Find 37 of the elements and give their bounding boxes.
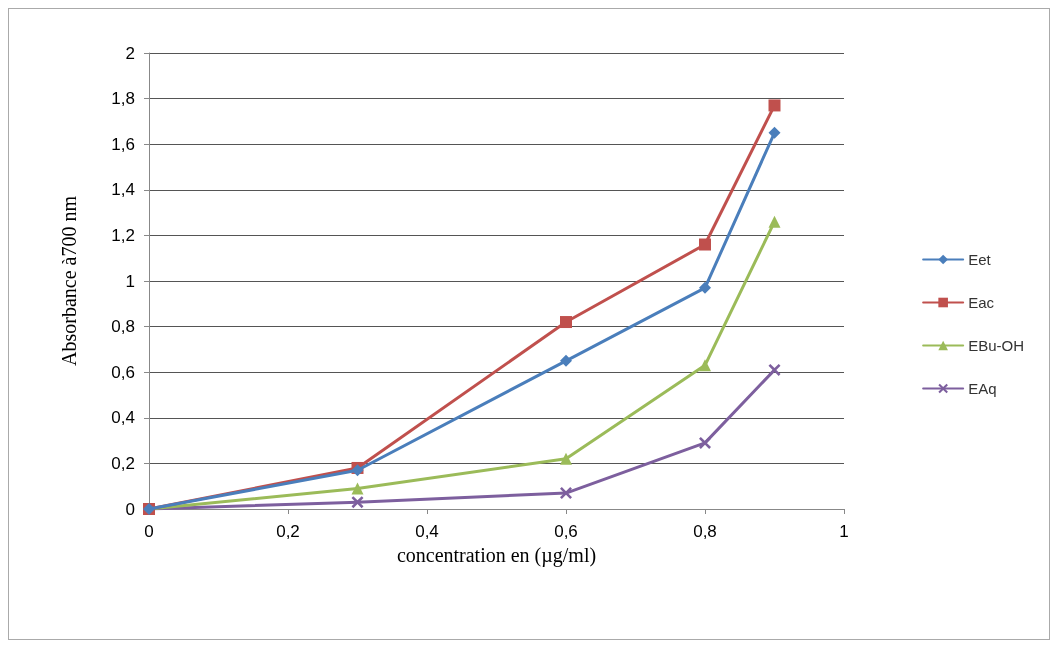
y-tick-label: 1,2 bbox=[111, 225, 135, 245]
point bbox=[560, 354, 572, 367]
point bbox=[768, 126, 781, 139]
point bbox=[768, 99, 781, 112]
y-tick-label: 2 bbox=[125, 43, 135, 63]
y-tick-label: 1,4 bbox=[111, 180, 135, 200]
y-tick-label: 0 bbox=[125, 499, 135, 519]
y-tick-label: 0,8 bbox=[111, 317, 135, 337]
x-tick-label: 0,6 bbox=[554, 522, 578, 541]
legend-label: EBu-OH bbox=[968, 337, 1025, 354]
point bbox=[351, 482, 364, 495]
x-axis-title: concentration en (µg/ml) bbox=[396, 543, 597, 567]
point bbox=[560, 452, 572, 465]
y-tick-label: 1,6 bbox=[111, 134, 135, 154]
legend-label: Eet bbox=[968, 251, 992, 268]
point bbox=[560, 487, 572, 500]
y-tick-label: 0,6 bbox=[111, 362, 135, 382]
x-tick-label: 0,2 bbox=[276, 522, 300, 541]
point bbox=[699, 359, 711, 372]
legend-label: EAq bbox=[968, 380, 997, 397]
y-tick-label: 1 bbox=[125, 271, 135, 291]
x-tick-label: 0,8 bbox=[693, 522, 717, 541]
point bbox=[768, 215, 781, 228]
y-axis-title: Absorbance à700 nm bbox=[58, 195, 80, 366]
x-tick-label: 1 bbox=[839, 522, 849, 541]
point bbox=[699, 436, 711, 449]
point bbox=[768, 363, 781, 376]
x-tick-label: 0 bbox=[144, 522, 154, 541]
y-tick-label: 1,8 bbox=[111, 89, 135, 109]
point bbox=[699, 281, 711, 294]
y-tick-label: 0,2 bbox=[111, 453, 135, 473]
x-tick-label: 0,4 bbox=[415, 522, 439, 541]
y-tick-label: 0,4 bbox=[111, 408, 135, 428]
point bbox=[351, 496, 364, 509]
legend-label: Eac bbox=[968, 294, 995, 311]
point bbox=[699, 238, 711, 251]
point bbox=[560, 316, 572, 329]
